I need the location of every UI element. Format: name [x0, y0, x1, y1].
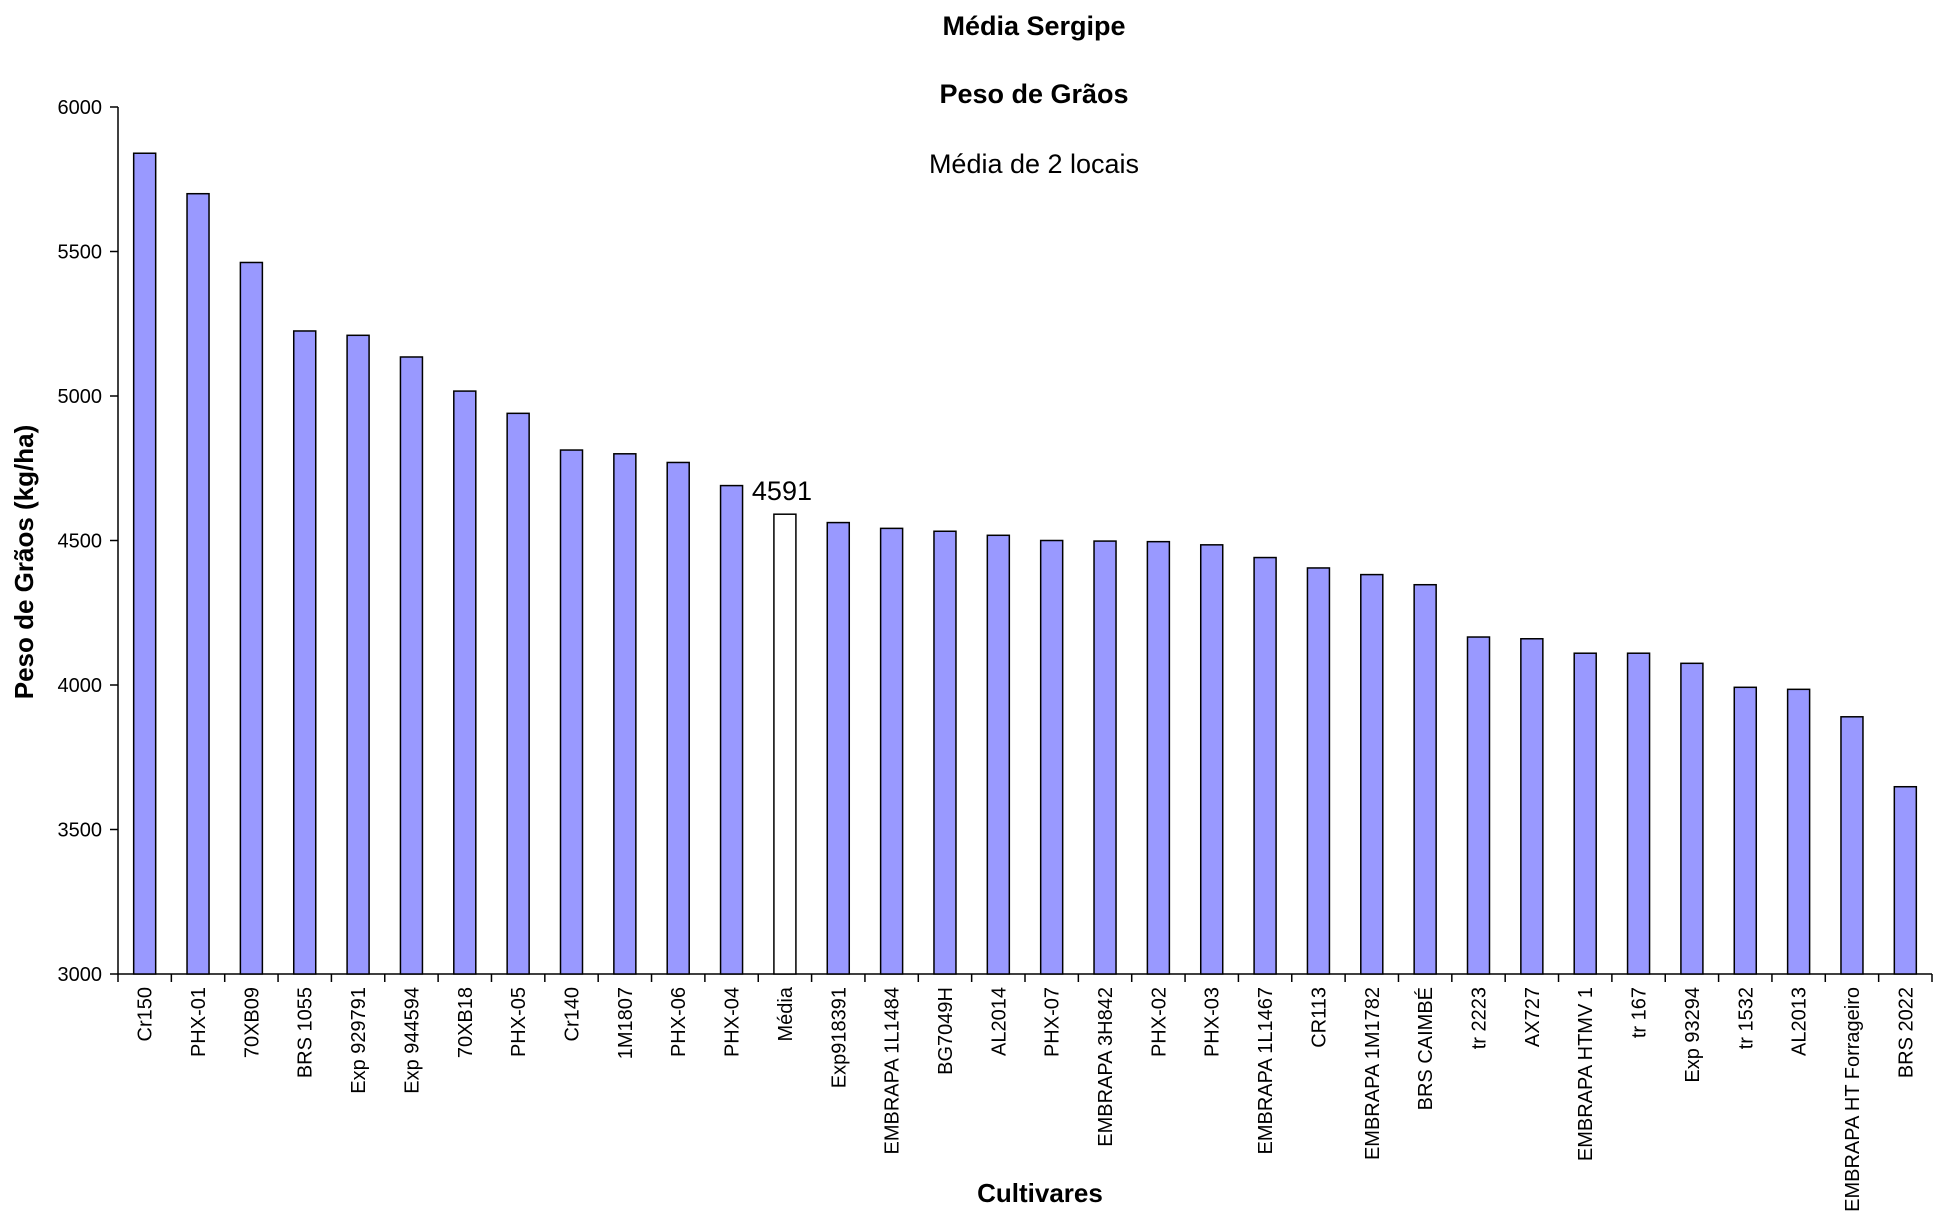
- category-labels: Cr150 PHX-01 70XB09 BRS 1055 Exp 929791 Exp 9…: [135, 986, 1918, 1212]
- x-tick-label: PHX-05: [508, 987, 530, 1057]
- y-axis-title: Peso de Grãos (kg/ha): [9, 425, 39, 700]
- x-tick-label: Exp 944594: [401, 987, 423, 1094]
- bar: [933, 530, 957, 975]
- x-tick-label: PHX-07: [1042, 987, 1064, 1057]
- bar: [132, 152, 157, 975]
- x-tick-label: tr 1532: [1735, 987, 1757, 1049]
- bar: [1520, 638, 1544, 975]
- x-tick-label: PHX-02: [1148, 987, 1170, 1057]
- x-tick-label: 70XB18: [455, 987, 477, 1058]
- y-tick-label: 3000: [58, 964, 103, 986]
- x-tick-label: BRS CAIMBÉ: [1414, 987, 1437, 1110]
- bar: [559, 449, 584, 975]
- bar: [1093, 540, 1117, 975]
- x-tick-label: Exp 93294: [1682, 987, 1704, 1083]
- x-tick-label: tr 2223: [1469, 987, 1491, 1049]
- x-tick-label: 70XB09: [241, 987, 263, 1058]
- bar: [613, 453, 637, 975]
- x-tick-label: Cr150: [135, 987, 157, 1041]
- bar: [1733, 686, 1758, 975]
- bar: [1466, 636, 1491, 975]
- bar: [1039, 539, 1064, 975]
- x-tick-label: BRS 1055: [295, 987, 317, 1078]
- bar: [1573, 652, 1597, 975]
- y-tick-label: 6000: [58, 97, 103, 119]
- y-tick-label: 3500: [58, 820, 103, 842]
- bar: [1253, 556, 1277, 975]
- y-tick-label: 5500: [58, 242, 103, 264]
- bar: [879, 527, 904, 975]
- data-labels: 4591: [752, 476, 812, 506]
- x-tick-label: EMBRAPA HT Forrageiro: [1842, 987, 1864, 1212]
- bar: [719, 484, 744, 975]
- bar: [1199, 544, 1224, 975]
- data-label: 4591: [752, 476, 812, 506]
- bar: [986, 534, 1011, 975]
- chart-subtitle-2: Média de 2 locais: [929, 149, 1139, 179]
- bar: [1680, 662, 1704, 975]
- bar: [506, 412, 530, 975]
- chart-title: Média Sergipe: [942, 11, 1125, 41]
- x-axis-title: Cultivares: [977, 1178, 1103, 1208]
- x-tick-label: Média: [775, 986, 797, 1041]
- x-tick-label: Exp918391: [828, 987, 850, 1088]
- bar: [1786, 688, 1811, 975]
- bar: [1626, 652, 1651, 975]
- x-tick-label: BRS 2022: [1895, 987, 1917, 1078]
- bar: [453, 390, 477, 975]
- bar: [1840, 716, 1864, 975]
- bar: [826, 521, 851, 975]
- x-tick-label: Exp 929791: [348, 987, 370, 1094]
- bar: [239, 261, 264, 975]
- y-tick-label: 4000: [58, 675, 103, 697]
- bars: [132, 152, 1918, 975]
- x-tick-label: AX727: [1522, 987, 1544, 1047]
- x-tick-label: Cr140: [562, 987, 584, 1041]
- bar: [399, 356, 424, 975]
- x-tick-label: CR113: [1308, 987, 1330, 1048]
- x-tick-label: BG7049H: [935, 987, 957, 1075]
- x-tick-label: EMBRAPA 1M1782: [1362, 987, 1384, 1160]
- bar: [186, 192, 210, 975]
- bar: [1413, 583, 1437, 975]
- bar: [1146, 540, 1171, 975]
- x-tick-label: tr 167: [1629, 987, 1651, 1038]
- x-tick-label: EMBRAPA 1L1467: [1255, 987, 1277, 1155]
- bar: [773, 513, 797, 975]
- bar: [346, 334, 370, 975]
- x-tick-label: EMBRAPA 3H842: [1095, 987, 1117, 1147]
- y-axis: 3000 3500 4000 4500 5000 5500 6000: [58, 97, 119, 986]
- bar: [292, 330, 317, 975]
- y-tick-label: 4500: [58, 531, 103, 553]
- x-tick-label: PHX-03: [1202, 987, 1224, 1057]
- bar: [666, 461, 690, 975]
- x-tick-label: EMBRAPA 1L1484: [882, 987, 904, 1155]
- x-tick-label: 1M1807: [615, 987, 637, 1059]
- x-tick-label: PHX-06: [668, 987, 690, 1057]
- chart-subtitle-1: Peso de Grãos: [939, 79, 1128, 109]
- bar: [1306, 567, 1331, 975]
- bar: [1360, 573, 1384, 975]
- x-tick-label: PHX-01: [188, 987, 210, 1057]
- x-tick-label: EMBRAPA HTMV 1: [1575, 987, 1597, 1161]
- x-tick-label: PHX-04: [722, 987, 744, 1057]
- bar: [1893, 785, 1918, 975]
- x-tick-label: AL2014: [988, 987, 1010, 1056]
- x-tick-label: AL2013: [1789, 987, 1811, 1056]
- y-tick-label: 5000: [58, 386, 103, 408]
- x-axis: [117, 973, 1933, 982]
